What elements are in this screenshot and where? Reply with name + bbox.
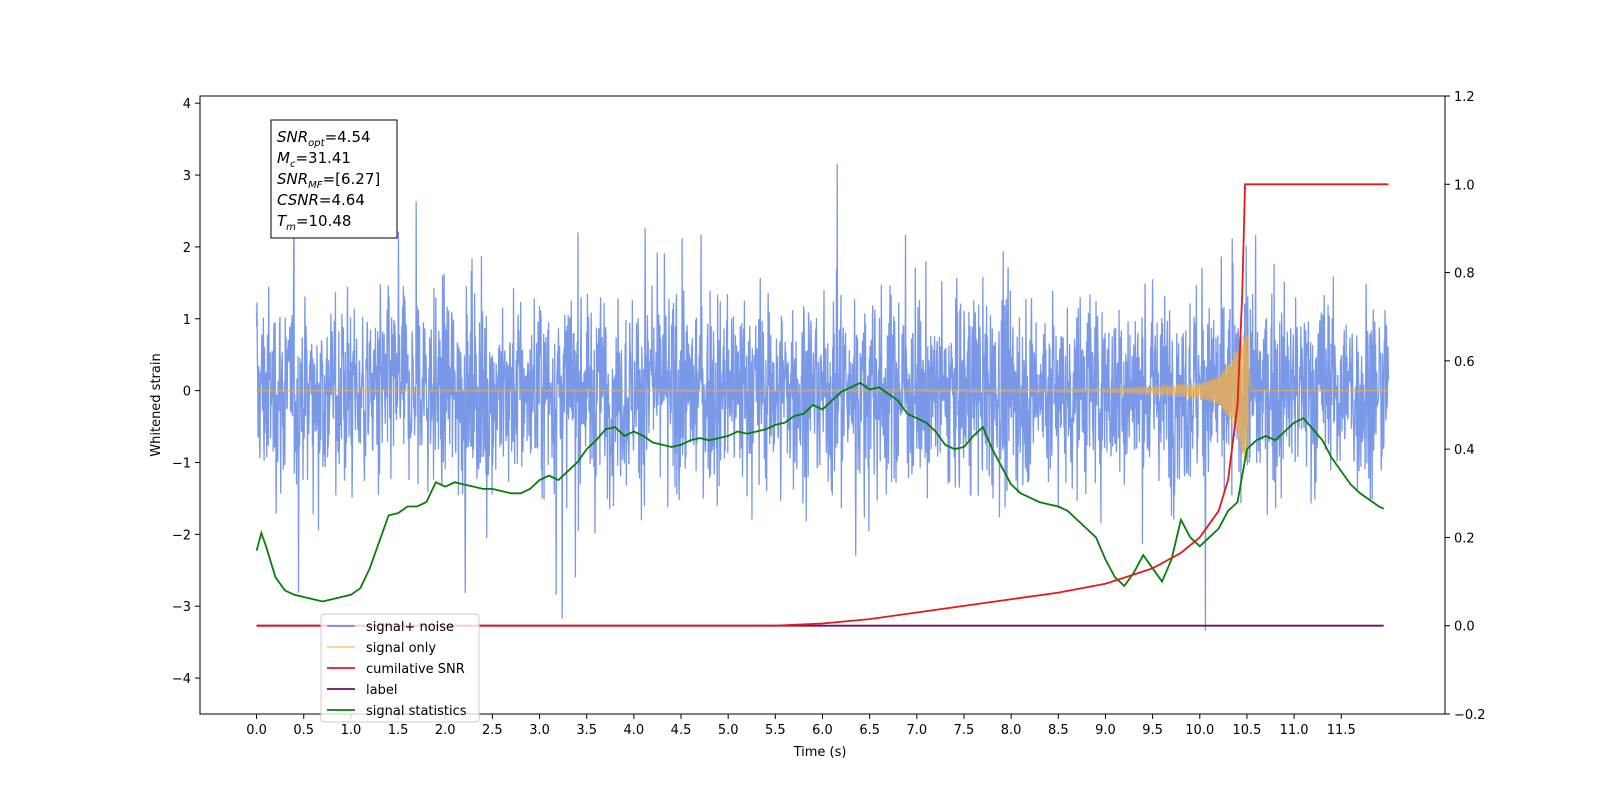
x-tick-label: 11.0 (1280, 723, 1309, 738)
x-tick-label: 4.0 (624, 723, 645, 738)
y-tick-label: 3 (183, 169, 191, 184)
y2-tick-label: 0.0 (1454, 620, 1475, 635)
y2-tick-label: 1.2 (1454, 90, 1475, 105)
y-tick-label: −2 (172, 528, 191, 543)
legend-entry: cumilative SNR (366, 662, 465, 677)
info-line: Tm=10.48 (277, 212, 351, 233)
y-tick-label: 2 (183, 241, 191, 256)
x-tick-label: 1.5 (388, 723, 409, 738)
series-layer (255, 164, 1390, 631)
x-tick-label: 9.0 (1095, 723, 1116, 738)
y2-tick-label: 1.0 (1454, 178, 1475, 193)
x-tick-label: 9.5 (1142, 723, 1163, 738)
x-tick-label: 3.0 (529, 723, 550, 738)
series-signal-only (256, 315, 1389, 463)
y2-tick-label: 0.8 (1454, 267, 1475, 282)
y2-tick-label: −0.2 (1454, 708, 1486, 723)
x-tick-label: 8.0 (1001, 723, 1022, 738)
x-tick-label: 6.5 (859, 723, 880, 738)
x-tick-label: 0.0 (246, 723, 267, 738)
info-box: SNRopt=4.54Mc=31.41SNRMF=[6.27]CSNR=4.64… (270, 119, 398, 239)
info-line: SNRMF=[6.27] (277, 170, 380, 191)
y-tick-label: 4 (183, 97, 191, 112)
legend-entry: label (366, 683, 397, 698)
legend-entry: signal only (366, 641, 436, 656)
x-tick-label: 6.0 (812, 723, 833, 738)
x-tick-label: 4.5 (671, 723, 692, 738)
legend: signal+ noise signal only cumilative SNR la… (320, 613, 480, 723)
y2-tick-label: 0.2 (1454, 531, 1475, 546)
legend-entry: signal statistics (366, 704, 467, 719)
x-axis-label: Time (s) (793, 745, 847, 760)
info-line: Mc=31.41 (277, 149, 351, 170)
info-box-frame (270, 119, 398, 239)
x-tick-label: 8.5 (1048, 723, 1069, 738)
info-line: SNRopt=4.54 (277, 128, 371, 149)
y2-axis: −0.2 0.0 0.2 0.4 0.6 0.8 1.0 1.2 (1445, 90, 1486, 723)
y-tick-label: −4 (172, 672, 191, 687)
x-tick-label: 10.0 (1185, 723, 1214, 738)
x-tick-label: 5.5 (765, 723, 786, 738)
x-tick-label: 7.0 (906, 723, 927, 738)
y-tick-label: 0 (183, 385, 191, 400)
info-line: CSNR=4.64 (277, 191, 365, 209)
legend-frame (320, 613, 480, 723)
y2-tick-label: 0.6 (1454, 355, 1475, 370)
y2-tick-label: 0.4 (1454, 443, 1475, 458)
x-tick-label: 10.5 (1232, 723, 1261, 738)
x-tick-label: 0.5 (293, 723, 314, 738)
x-tick-label: 5.0 (718, 723, 739, 738)
series-cumulative-snr (256, 183, 1389, 627)
x-tick-label: 2.0 (435, 723, 456, 738)
y-tick-label: 1 (183, 313, 191, 328)
y-axis: −4 −3 −2 −1 0 1 2 3 4 (172, 97, 200, 687)
series-signal-statistics (255, 381, 1385, 603)
x-axis: 0.0 0.5 1.0 1.5 2.0 2.5 3.0 3.5 4.0 4.5 5.0 5.5 6.0 6… (246, 714, 1356, 738)
y-tick-label: −1 (172, 456, 191, 471)
x-tick-label: 1.0 (341, 723, 362, 738)
x-tick-label: 2.5 (482, 723, 503, 738)
x-tick-label: 7.5 (954, 723, 975, 738)
legend-entry: signal+ noise (366, 620, 454, 635)
x-tick-label: 11.5 (1327, 723, 1356, 738)
x-tick-label: 3.5 (576, 723, 597, 738)
y-axis-label: Whitened strain (149, 353, 164, 456)
y-tick-label: −3 (172, 600, 191, 615)
